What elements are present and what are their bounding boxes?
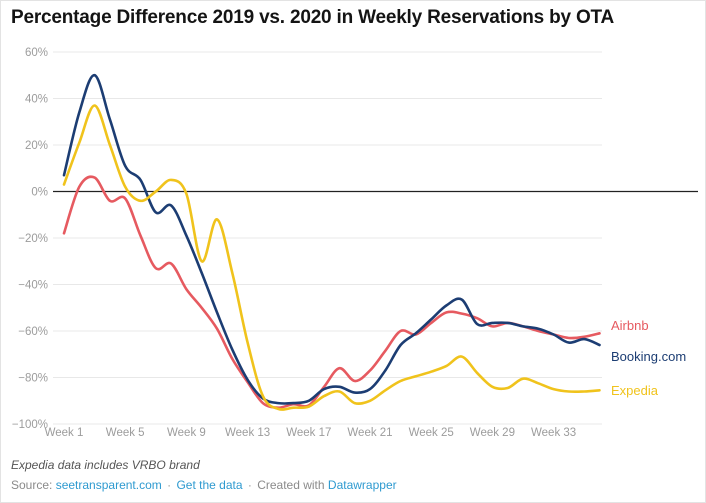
chart-svg: 60% 40% 20% 0% −20% −40% −60% −80% −100%Week 1 We… bbox=[12, 47, 698, 439]
y-axis-tick-label: 40% bbox=[25, 94, 48, 106]
line-chart: 60% 40% 20% 0% −20% −40% −60% −80% −100% Week 1 We… bbox=[1, 37, 706, 449]
series-line-expedia bbox=[62, 104, 601, 411]
y-axis-tick-label: −100% bbox=[12, 419, 48, 431]
get-data-link[interactable]: Get the data bbox=[176, 478, 243, 492]
x-axis-tick-label: Week 25 bbox=[409, 427, 454, 439]
y-axis-tick-label: −20% bbox=[18, 233, 48, 245]
series-line-airbnb bbox=[62, 175, 601, 409]
separator: · bbox=[167, 478, 172, 492]
x-axis-tick-label: Week 1 bbox=[45, 427, 84, 439]
chart-title: Percentage Difference 2019 vs. 2020 in W… bbox=[11, 7, 615, 28]
y-axis-tick-label: 20% bbox=[25, 140, 48, 152]
y-axis-tick-label: 60% bbox=[25, 47, 48, 59]
source-link[interactable]: seetransparent.com bbox=[55, 478, 162, 492]
datawrapper-link[interactable]: Datawrapper bbox=[327, 478, 397, 492]
legend-label-bookingcom: Booking.com bbox=[611, 349, 686, 364]
source-line: Source: seetransparent.com · Get the dat… bbox=[11, 478, 397, 492]
x-axis-tick-label: Week 33 bbox=[531, 427, 576, 439]
y-axis-tick-label: −60% bbox=[18, 326, 48, 338]
y-axis-tick-label: 0% bbox=[31, 187, 48, 199]
series-line-bookingcom bbox=[62, 73, 601, 405]
legend-label-airbnb: Airbnb bbox=[611, 318, 649, 333]
x-axis-tick-label: Week 29 bbox=[470, 427, 515, 439]
legend-label-expedia: Expedia bbox=[611, 383, 659, 398]
x-axis-tick-label: Week 21 bbox=[347, 427, 392, 439]
x-axis-tick-label: Week 17 bbox=[286, 427, 331, 439]
separator: · bbox=[247, 478, 252, 492]
y-axis-tick-label: −40% bbox=[18, 280, 48, 292]
y-axis-tick-label: −80% bbox=[18, 373, 48, 385]
x-axis-tick-label: Week 13 bbox=[225, 427, 270, 439]
x-axis-tick-label: Week 5 bbox=[106, 427, 145, 439]
source-prefix: Source: bbox=[11, 478, 53, 492]
chart-note: Expedia data includes VRBO brand bbox=[11, 458, 200, 472]
x-axis-tick-label: Week 9 bbox=[167, 427, 206, 439]
created-with-text: Created with bbox=[257, 478, 325, 492]
